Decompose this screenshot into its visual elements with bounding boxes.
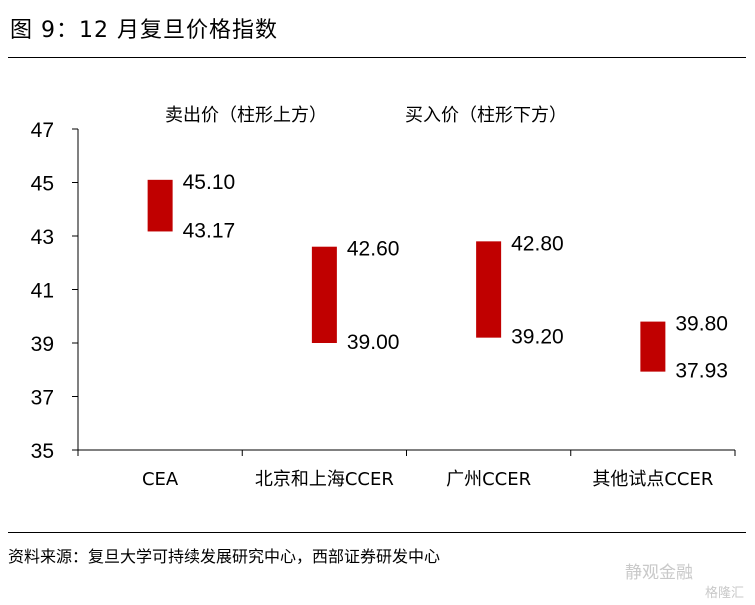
watermark: 静观金融 — [625, 563, 693, 583]
sell-price-label: 45.10 — [183, 171, 236, 194]
buy-price-label: 39.20 — [511, 326, 564, 349]
x-tick-label: CEA — [142, 469, 179, 490]
figure-title: 图 9：12 月复旦价格指数 — [10, 18, 278, 43]
sell-price-label: 42.80 — [511, 232, 564, 255]
source-note: 资料来源：复旦大学可持续发展研究中心，西部证券研发中心 — [8, 547, 441, 566]
legend-buy-price: 买入价（柱形下方） — [405, 105, 567, 126]
y-tick-label: 45 — [31, 173, 54, 196]
sell-price-label: 39.80 — [675, 313, 728, 336]
x-tick-label: 广州CCER — [446, 469, 531, 490]
y-tick-label: 43 — [31, 226, 54, 249]
x-tick-label: 其他试点CCER — [592, 469, 713, 490]
watermark-secondary: 格隆汇 — [705, 586, 745, 601]
range-bar — [147, 179, 173, 232]
data-labels: 45.10 43.17 42.60 39.00 42.80 39.20 39.80 37.93 — [183, 171, 728, 383]
y-tick-label: 35 — [31, 440, 54, 463]
legend-sell-price: 卖出价（柱形上方） — [165, 105, 327, 126]
buy-price-label: 39.00 — [347, 331, 400, 354]
bars — [147, 179, 666, 372]
y-tick-label: 39 — [31, 333, 54, 356]
price-index-chart: 卖出价（柱形上方） 买入价（柱形下方） 35 37 39 41 43 45 47 CEA 北京和… — [31, 105, 736, 490]
axes: 35 37 39 41 43 45 47 CEA 北京和上海CCER 广州CCER 其他试点CCER — [31, 119, 736, 490]
y-tick-label: 37 — [31, 387, 54, 410]
bottom-rule — [8, 532, 746, 533]
y-tick-label: 47 — [31, 119, 54, 142]
x-tick-label: 北京和上海CCER — [255, 469, 394, 490]
range-bar — [476, 241, 502, 338]
y-tick-label: 41 — [31, 280, 54, 303]
sell-price-label: 42.60 — [347, 238, 400, 261]
buy-price-label: 43.17 — [183, 219, 236, 242]
range-bar — [640, 321, 666, 372]
top-rule — [8, 57, 746, 58]
range-bar — [311, 246, 337, 343]
buy-price-label: 37.93 — [675, 360, 728, 383]
